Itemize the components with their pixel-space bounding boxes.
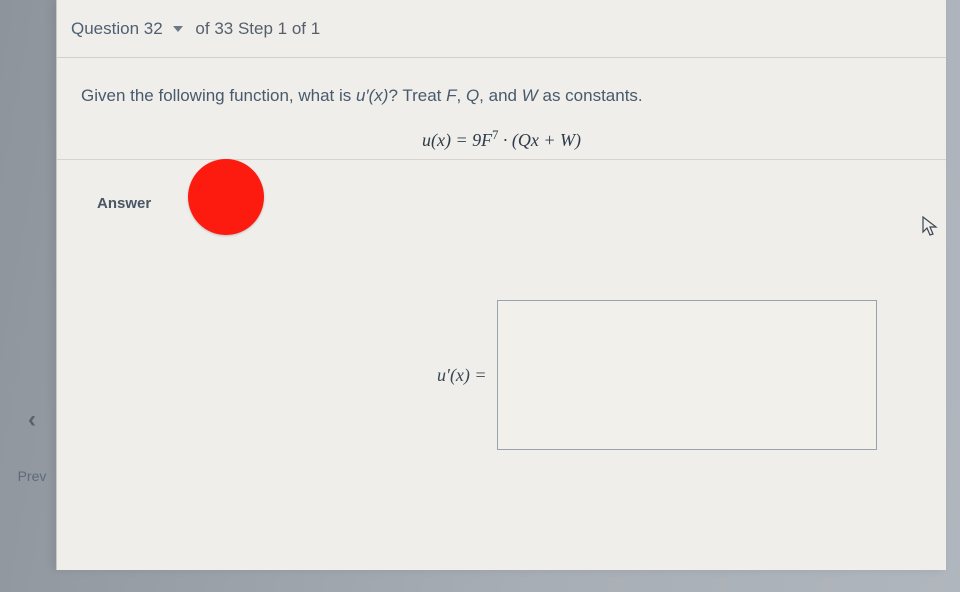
question-number-dropdown[interactable]: Question 32 <box>71 19 183 39</box>
answer-input-area: u′(x) = <box>437 300 877 450</box>
equation-coef: 9F <box>472 130 492 150</box>
prev-label: Prev <box>10 468 54 484</box>
prompt-const-q: Q <box>466 86 479 105</box>
cursor-icon <box>922 216 938 238</box>
recording-indicator-icon <box>188 159 264 235</box>
answer-section-label: Answer <box>97 195 151 212</box>
question-number-label: Question 32 <box>71 19 163 38</box>
equation-eq: = <box>451 130 472 150</box>
equation-lhs: u(x) <box>422 130 451 150</box>
answer-input-label: u′(x) = <box>437 365 487 386</box>
chevron-down-icon <box>173 26 183 32</box>
answer-input[interactable] <box>497 300 877 450</box>
prompt-lead: Given the following function, what is <box>81 86 356 105</box>
equation-paren: (Qx + W) <box>512 130 581 150</box>
prompt-tail: as constants. <box>538 86 643 105</box>
question-panel: Question 32 of 33 Step 1 of 1 Given the … <box>56 0 946 570</box>
prompt-const-w: W <box>522 86 538 105</box>
prev-nav[interactable]: ‹ Prev <box>10 408 54 484</box>
divider <box>57 159 946 160</box>
question-header: Question 32 of 33 Step 1 of 1 <box>57 0 946 58</box>
prompt-sep1: , <box>456 86 465 105</box>
prompt-sep2: , and <box>479 86 522 105</box>
equation-dot: · <box>498 130 512 150</box>
equation-display: u(x) = 9F7 · (Qx + W) <box>57 118 946 159</box>
prompt-mid: ? Treat <box>388 86 446 105</box>
prompt-derivative: u′(x) <box>356 86 388 105</box>
step-label: of 33 Step 1 of 1 <box>195 19 320 39</box>
question-prompt: Given the following function, what is u′… <box>57 58 946 118</box>
chevron-left-icon: ‹ <box>10 408 54 432</box>
prompt-const-f: F <box>446 86 456 105</box>
page-root: Question 32 of 33 Step 1 of 1 Given the … <box>0 0 960 592</box>
